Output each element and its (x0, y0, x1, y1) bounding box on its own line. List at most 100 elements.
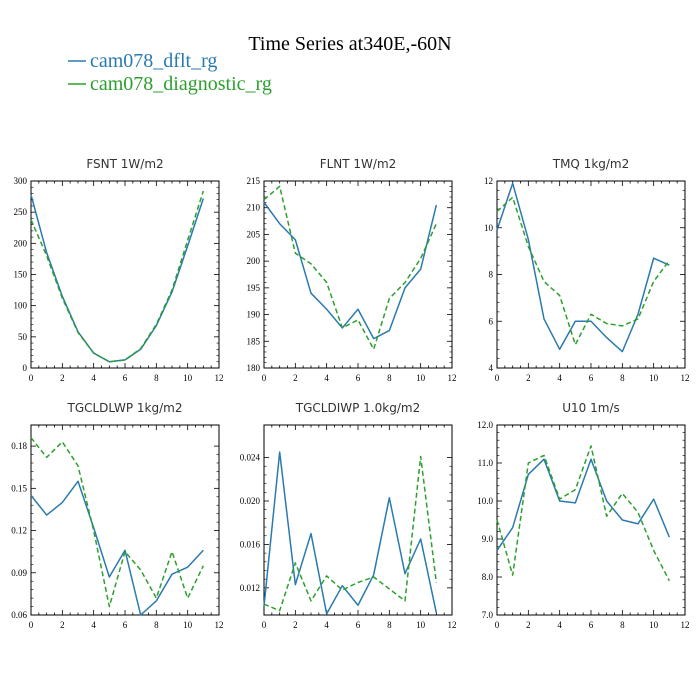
y-tick-label: 10.0 (477, 496, 493, 506)
panel-title: FSNT 1W/m2 (86, 157, 163, 171)
panel-title: U10 1m/s (562, 401, 620, 415)
figure-title: Time Series at340E,-60N (248, 33, 451, 55)
x-tick-label: 8 (387, 373, 392, 383)
y-tick-label: 0 (23, 363, 28, 373)
y-tick-label: 8 (489, 270, 494, 280)
y-tick-label: 0.020 (240, 496, 261, 506)
y-tick-label: 0.06 (11, 610, 27, 620)
x-tick-label: 0 (262, 373, 267, 383)
y-tick-label: 195 (247, 283, 261, 293)
y-tick-label: 6 (489, 316, 494, 326)
x-tick-label: 4 (557, 620, 562, 630)
series-line-dflt (496, 182, 670, 353)
x-tick-label: 4 (557, 373, 562, 383)
y-tick-label: 210 (247, 203, 261, 213)
x-tick-label: 10 (649, 373, 659, 383)
x-tick-label: 0 (262, 620, 267, 630)
series-line-diagnostic (263, 185, 438, 351)
y-tick-label: 180 (247, 363, 261, 373)
plot-frame (30, 424, 220, 616)
y-tick-label: 12.0 (477, 420, 493, 430)
x-tick-label: 10 (416, 620, 426, 630)
y-tick-label: 200 (14, 238, 28, 248)
series-line-diagnostic (263, 455, 438, 612)
series-line-diagnostic (496, 445, 670, 582)
y-tick-label: 50 (18, 332, 28, 342)
panel-title: TGCLDIWP 1.0kg/m2 (295, 401, 420, 415)
y-tick-label: 10 (484, 223, 494, 233)
y-tick-label: 100 (14, 301, 28, 311)
y-tick-label: 4 (489, 363, 494, 373)
y-tick-label: 12 (484, 176, 493, 186)
y-tick-label: 190 (247, 310, 261, 320)
legend-label-diagnostic: cam078_diagnostic_rg (90, 73, 272, 95)
x-tick-label: 12 (681, 373, 690, 383)
y-tick-label: 300 (14, 176, 28, 186)
series-line-dflt (496, 458, 671, 551)
y-tick-label: 8.0 (482, 572, 494, 582)
legend-label-dflt: cam078_dflt_rg (90, 50, 217, 72)
x-tick-label: 6 (123, 373, 128, 383)
x-tick-label: 2 (293, 620, 298, 630)
panel-5: TGCLDIWP 1.0kg/m2 0 2 4 6 8 10 12 0.012 0.016 0.02… (240, 401, 457, 630)
panel-title: TGCLDLWP 1kg/m2 (66, 401, 182, 415)
x-tick-label: 12 (448, 620, 457, 630)
panel-title: TMQ 1kg/m2 (552, 157, 630, 171)
x-tick-label: 6 (589, 373, 594, 383)
panels: FSNT 1W/m20 2 4 6 8 10 12050100150200250300FLN… (11, 157, 689, 630)
x-tick-label: 8 (154, 373, 159, 383)
y-tick-label: 0.15 (11, 483, 27, 493)
y-tick-label: 7.0 (482, 610, 494, 620)
plot-frame (496, 180, 686, 369)
y-tick-label: 185 (247, 336, 261, 346)
x-tick-label: 12 (681, 620, 690, 630)
x-tick-label: 12 (215, 620, 224, 630)
x-tick-label: 4 (91, 620, 96, 630)
x-tick-label: 8 (620, 373, 625, 383)
panel-1: FSNT 1W/m2 0 2 4 6 8 10 12 0 50 100 150 200 250 300 (14, 157, 224, 383)
x-tick-label: 2 (526, 373, 531, 383)
x-tick-label: 0 (495, 620, 500, 630)
x-tick-label: 10 (183, 620, 193, 630)
panel-6: U10 1m/s 0 2 4 6 8 10 12 7.0 8.0 9.0 10.0 11.0 12.0 (477, 401, 689, 630)
plot-frame (496, 424, 686, 616)
x-tick-label: 4 (324, 373, 329, 383)
x-tick-label: 0 (29, 620, 34, 630)
x-tick-label: 6 (356, 373, 361, 383)
x-tick-label: 4 (91, 373, 96, 383)
series-line-dflt (30, 194, 205, 363)
y-tick-label: 0.09 (11, 568, 27, 578)
x-tick-label: 2 (293, 373, 298, 383)
panel-3: TMQ 1kg/m2 0 2 4 6 8 10 12 4 6 8 10 12 (484, 157, 690, 383)
legend: cam078_dflt_rg cam078_diagnostic_rg (68, 50, 272, 95)
x-tick-label: 2 (60, 620, 65, 630)
y-tick-label: 0.016 (240, 539, 261, 549)
y-tick-label: 215 (247, 176, 261, 186)
x-tick-label: 4 (324, 620, 329, 630)
x-tick-label: 6 (123, 620, 128, 630)
x-tick-label: 0 (495, 373, 500, 383)
y-tick-label: 150 (14, 270, 28, 280)
x-tick-label: 10 (183, 373, 193, 383)
y-tick-label: 0.024 (240, 453, 261, 463)
x-tick-label: 8 (387, 620, 392, 630)
x-tick-label: 8 (620, 620, 625, 630)
x-tick-label: 0 (29, 373, 34, 383)
y-tick-label: 0.12 (11, 526, 27, 536)
y-tick-label: 11.0 (478, 458, 494, 468)
plot-frame (30, 180, 220, 369)
x-tick-label: 8 (154, 620, 159, 630)
series-line-dflt (30, 480, 204, 616)
panel-2: FLNT 1W/m2 0 2 4 6 8 10 12 180 185 190 195 200 205 210… (247, 157, 457, 383)
x-tick-label: 12 (215, 373, 224, 383)
y-tick-label: 205 (247, 229, 261, 239)
series-line-dflt (263, 451, 438, 615)
series-line-diagnostic (496, 196, 670, 346)
series-line-diagnostic (30, 190, 205, 363)
y-tick-label: 250 (14, 207, 28, 217)
y-tick-label: 200 (247, 256, 261, 266)
x-tick-label: 6 (589, 620, 594, 630)
x-tick-label: 12 (448, 373, 457, 383)
y-tick-label: 0.18 (11, 441, 27, 451)
